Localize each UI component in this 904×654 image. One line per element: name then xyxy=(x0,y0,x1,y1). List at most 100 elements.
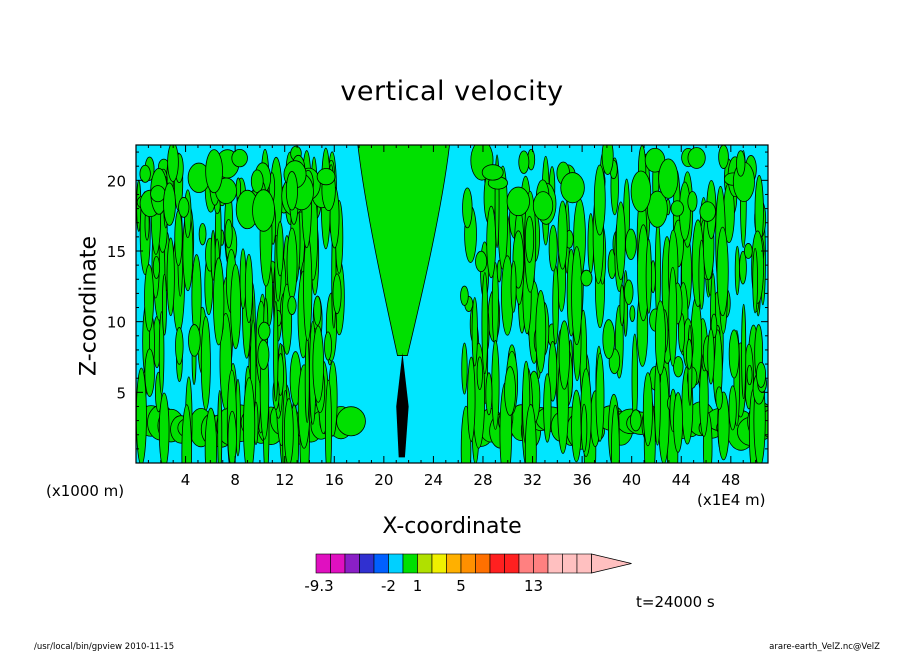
updraft-cell xyxy=(336,406,366,437)
y-tick-label: 20 xyxy=(107,172,126,190)
updraft-streak xyxy=(593,164,606,236)
updraft-streak xyxy=(557,200,568,270)
colorbar-label: 1 xyxy=(413,577,423,595)
updraft-streak xyxy=(250,169,264,193)
updraft-streak xyxy=(670,200,684,217)
updraft-streak xyxy=(163,182,176,226)
updraft-streak xyxy=(139,164,151,183)
updraft-streak xyxy=(752,247,758,314)
updraft-streak xyxy=(602,319,616,359)
updraft-streak xyxy=(150,185,166,203)
updraft-streak xyxy=(543,373,552,443)
time-stamp: t=24000 s xyxy=(636,593,715,611)
updraft-streak xyxy=(756,361,767,388)
updraft-streak xyxy=(619,284,625,326)
updraft-streak xyxy=(188,324,201,357)
updraft-streak xyxy=(481,272,489,375)
updraft-streak xyxy=(178,196,190,218)
updraft-streak xyxy=(332,273,342,315)
x-tick-label: 4 xyxy=(181,471,191,489)
updraft-streak xyxy=(552,265,559,345)
colorbar-swatch xyxy=(344,553,360,574)
x-tick-label: 12 xyxy=(275,471,294,489)
updraft-streak xyxy=(629,305,636,323)
updraft-streak xyxy=(471,297,478,367)
colorbar-label: 13 xyxy=(524,577,543,595)
updraft-streak xyxy=(741,303,747,400)
updraft-streak xyxy=(200,315,211,411)
updraft-streak xyxy=(571,389,582,463)
updraft-streak xyxy=(524,215,535,263)
updraft-streak xyxy=(198,222,207,246)
updraft-streak xyxy=(231,148,248,168)
updraft-streak xyxy=(673,355,684,378)
updraft-streak xyxy=(475,250,488,273)
colorbar-label: 5 xyxy=(456,577,466,595)
updraft-streak xyxy=(504,366,516,416)
updraft-streak xyxy=(524,404,537,463)
updraft-streak xyxy=(175,327,184,365)
footer-command: /usr/local/bin/gpview 2010-11-15 xyxy=(34,642,175,652)
colorbar-swatch xyxy=(330,553,346,574)
colorbar-swatch xyxy=(315,553,331,574)
updraft-streak xyxy=(739,250,747,285)
updraft-streak xyxy=(144,348,155,397)
colorbar-swatch xyxy=(518,553,534,574)
colorbar-swatch xyxy=(576,553,592,574)
updraft-streak xyxy=(595,352,605,442)
updraft-streak xyxy=(244,253,253,323)
chart-title: vertical velocity xyxy=(340,76,564,107)
updraft-streak xyxy=(673,392,683,453)
updraft-streak xyxy=(654,300,666,376)
y-axis-label: Z-coordinate xyxy=(76,236,102,376)
updraft-streak xyxy=(286,227,298,300)
colorbar-label: -2 xyxy=(381,577,396,595)
updraft-streak xyxy=(506,186,530,217)
updraft-streak xyxy=(258,321,271,341)
updraft-streak xyxy=(687,191,698,212)
updraft-streak xyxy=(580,403,588,453)
updraft-streak xyxy=(698,239,705,310)
updraft-streak xyxy=(532,191,554,221)
contour-plot xyxy=(136,145,768,463)
colorbar-swatch xyxy=(388,553,404,574)
updraft-streak xyxy=(461,342,468,395)
updraft-streak xyxy=(624,279,634,305)
updraft-streak xyxy=(204,407,218,463)
colorbar-swatch xyxy=(562,553,578,574)
y-axis: 5 10 15 20 xyxy=(107,151,768,464)
plot-frame xyxy=(135,144,769,464)
colorbar-swatch xyxy=(373,553,389,574)
updraft-streak xyxy=(205,149,223,194)
updraft-streak xyxy=(158,392,170,463)
colorbar-swatch xyxy=(431,553,447,574)
updraft-streak xyxy=(324,379,333,463)
updraft-streak xyxy=(736,150,746,177)
updraft-streak xyxy=(217,390,223,463)
updraft-streak xyxy=(481,164,504,181)
updraft-streak xyxy=(174,210,183,267)
x-axis: 4 8 12 16 20 24 28 32 36 40 44 48 xyxy=(135,145,769,489)
updraft-streak xyxy=(467,356,476,442)
y-tick-label: 10 xyxy=(107,314,126,332)
updraft-streak xyxy=(548,224,558,272)
updraft-streak xyxy=(625,228,637,260)
updraft-streak xyxy=(283,398,294,463)
central-plume xyxy=(357,145,450,356)
updraft-streak xyxy=(558,320,570,390)
updraft-streak xyxy=(668,266,678,367)
x-axis-label: X-coordinate xyxy=(382,514,522,539)
updraft-streak xyxy=(316,168,336,186)
updraft-streak xyxy=(462,187,473,229)
updraft-streak xyxy=(728,385,737,431)
x-tick-label: 36 xyxy=(573,471,592,489)
plume-core xyxy=(396,352,409,458)
x-tick-label: 16 xyxy=(325,471,344,489)
colorbar-swatch xyxy=(475,553,491,574)
updraft-streak xyxy=(743,243,753,259)
updraft-streak xyxy=(287,296,297,315)
updraft-streak xyxy=(518,150,530,174)
updraft-streak xyxy=(611,404,620,463)
updraft-streak xyxy=(243,377,256,463)
colorbar-swatch xyxy=(402,553,418,574)
